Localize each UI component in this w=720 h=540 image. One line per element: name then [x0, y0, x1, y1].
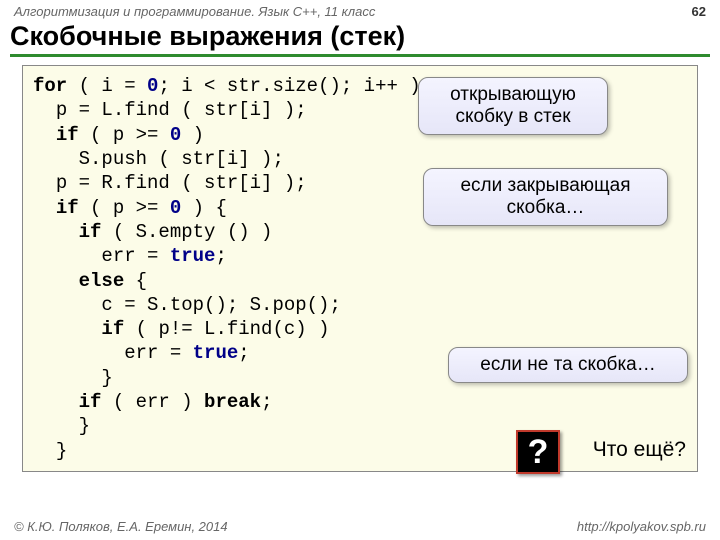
callout-close-bracket: если закрывающая скобка…	[423, 168, 668, 226]
course-label: Алгоритмизация и программирование. Язык …	[14, 4, 375, 19]
footer: © К.Ю. Поляков, Е.А. Еремин, 2014 http:/…	[0, 519, 720, 534]
page-number: 62	[692, 4, 706, 19]
title-bar: Скобочные выражения (стек)	[10, 21, 710, 57]
page-title: Скобочные выражения (стек)	[10, 21, 710, 52]
callout-open-bracket: открывающую скобку в стек	[418, 77, 608, 135]
footer-url: http://kpolyakov.spb.ru	[577, 519, 706, 534]
code-area: for ( i = 0; i < str.size(); i++ ) { p =…	[22, 65, 698, 472]
question-mark-box: ?	[516, 430, 560, 474]
question-text: Что ещё?	[593, 438, 686, 462]
callout-wrong-bracket: если не та скобка…	[448, 347, 688, 383]
copyright: © К.Ю. Поляков, Е.А. Еремин, 2014	[14, 519, 228, 534]
header: Алгоритмизация и программирование. Язык …	[0, 0, 720, 19]
